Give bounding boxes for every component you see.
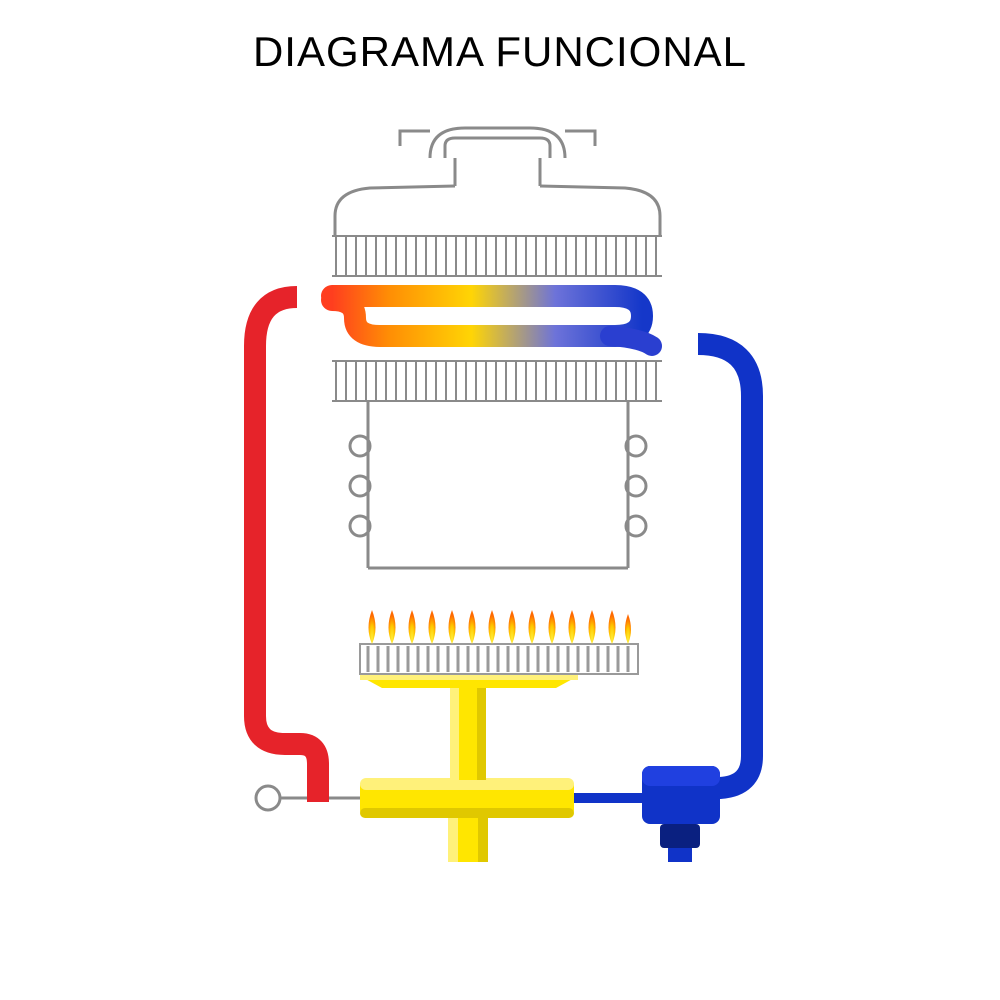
- hot-pipe: [255, 297, 360, 810]
- diagram-stage: [0, 76, 1000, 976]
- flue-cap: [335, 128, 660, 236]
- exchanger-coil: [332, 296, 652, 346]
- burner: [360, 610, 638, 674]
- cold-pipe: [655, 344, 752, 788]
- water-pump: [572, 766, 720, 862]
- diagram-title: DIAGRAMA FUNCIONAL: [0, 0, 1000, 76]
- flames: [369, 610, 632, 644]
- diagram-svg: [0, 76, 1000, 976]
- gas-valve: [360, 672, 578, 862]
